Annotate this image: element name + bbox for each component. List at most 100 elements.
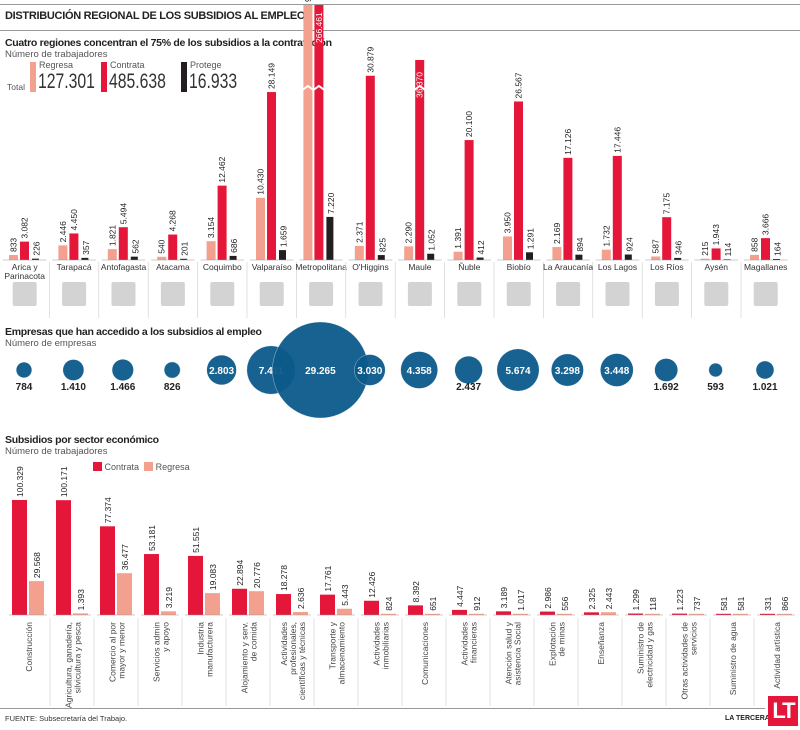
bar-contrata — [100, 526, 115, 615]
bar-value-label: 10.430 — [256, 168, 266, 194]
bubble-value-label: 4.358 — [407, 366, 432, 377]
bar-value-label: 114 — [723, 242, 733, 256]
axis-break-mark — [312, 84, 325, 91]
bar-value-label: 2.446 — [58, 221, 68, 243]
bar-contrata — [118, 227, 128, 260]
bar-regresa — [552, 247, 562, 260]
bubble-value-label: 3.298 — [555, 366, 580, 377]
sector-label: Actividades — [279, 622, 289, 665]
bar-value-label: 1.223 — [675, 589, 685, 611]
bar-regresa — [469, 613, 484, 615]
sector-label: y apoyo — [161, 622, 171, 652]
bubble-value-label: 1.692 — [654, 382, 679, 393]
bar-value-label: 4.450 — [69, 209, 79, 231]
company-bubble — [454, 355, 483, 385]
bar-value-label: 737 — [692, 596, 702, 610]
bar-value-label: 912 — [472, 596, 482, 610]
bar-regresa — [161, 611, 176, 615]
bar-value-label: 894 — [575, 237, 585, 251]
legend-label: Contrata — [110, 60, 145, 70]
region-map-icon — [259, 282, 284, 306]
bar-value-label: 858 — [750, 237, 760, 251]
region-label: Tarapacá — [57, 262, 92, 272]
bar-regresa — [601, 249, 611, 260]
regional-subtitle: Número de trabajadores — [5, 49, 108, 60]
region-map-icon — [506, 282, 531, 306]
sector-label: Explotación — [548, 622, 558, 666]
legend-swatch — [181, 62, 187, 92]
bar-value-label: 7.220 — [326, 192, 336, 214]
company-bubble — [62, 359, 85, 381]
bar-contrata — [452, 609, 467, 615]
bar-value-label: 17.761 — [323, 565, 333, 591]
bar-value-label: 51.551 — [191, 527, 201, 553]
legend-total: 16.933 — [189, 70, 238, 93]
sector-label: servicios — [689, 622, 699, 655]
bar-protege — [81, 257, 89, 260]
sector-label: de minas — [557, 622, 567, 657]
bar-regresa — [750, 254, 759, 260]
sector-label: silvicultura y pesca — [73, 622, 83, 694]
bar-contrata — [320, 594, 335, 615]
sector-label: Suministro de — [636, 622, 646, 674]
bar-regresa — [249, 591, 264, 615]
bar-value-label: 1.299 — [631, 589, 641, 611]
bar-value-label: 1.821 — [107, 225, 117, 247]
bar-contrata — [662, 217, 672, 260]
bar-value-label: 100.171 — [59, 466, 69, 497]
bar-regresa — [381, 613, 396, 615]
bar-value-label: 7.175 — [662, 193, 672, 215]
bubble-value-label: 3.030 — [357, 366, 382, 377]
bar-regresa — [206, 241, 216, 260]
bar-value-label: 346 — [674, 240, 684, 254]
bar-contrata — [584, 612, 599, 615]
bar-value-label: 587 — [651, 239, 661, 253]
bar-regresa — [733, 613, 748, 615]
legend-total: 127.301 — [38, 70, 95, 93]
bar-protege — [32, 258, 39, 260]
bar-regresa — [256, 197, 265, 260]
bar-contrata — [314, 5, 324, 260]
bar-value-label: 2.371 — [354, 221, 364, 243]
bar-protege — [476, 257, 484, 260]
bar-contrata — [69, 233, 79, 260]
bar-contrata — [464, 140, 474, 260]
region-label: Metropolitana — [295, 262, 347, 272]
bar-protege — [427, 253, 435, 260]
sector-label: Atención salud y — [504, 621, 514, 684]
legend-total: 485.638 — [109, 70, 166, 93]
legend-swatch — [30, 62, 36, 92]
sector-label: científicas y técnicas — [297, 622, 307, 700]
bubble-value-label: 7.411 — [259, 366, 284, 377]
company-bubble — [354, 354, 386, 386]
region-label: Parinacota — [4, 271, 45, 281]
bar-value-label: 1.017 — [516, 589, 526, 611]
sector-label: Transporte y — [328, 621, 338, 669]
bar-contrata — [496, 611, 511, 615]
bar-contrata — [364, 600, 379, 615]
bar-regresa — [107, 249, 117, 260]
region-label: Valparaíso — [252, 262, 292, 272]
bar-value-label: 77.374 — [103, 497, 113, 523]
sector-subtitle: Número de trabajadores — [5, 446, 108, 457]
bar-regresa — [58, 245, 68, 260]
bar-regresa — [601, 612, 616, 615]
bar-regresa — [354, 245, 364, 260]
bar-value-label: 3.219 — [164, 587, 174, 609]
bar-protege — [180, 258, 188, 260]
bar-value-label: 8.392 — [411, 581, 421, 603]
region-map-icon — [358, 282, 383, 306]
bar-value-label: 4.268 — [168, 210, 178, 232]
bar-value-label: 1.291 — [526, 228, 536, 250]
bar-value-label: 1.732 — [601, 225, 611, 247]
bar-value-label: 5.443 — [340, 584, 350, 606]
bar-contrata — [12, 500, 27, 615]
bar-contrata — [563, 157, 573, 260]
empresas-title: Empresas que han accedido a los subsidio… — [5, 326, 262, 338]
region-map-icon — [605, 282, 630, 306]
region-map-icon — [111, 282, 136, 306]
bar-regresa — [453, 251, 463, 260]
bar-regresa — [157, 256, 167, 260]
title-rule — [0, 30, 800, 31]
bar-value-label: 824 — [384, 596, 394, 610]
